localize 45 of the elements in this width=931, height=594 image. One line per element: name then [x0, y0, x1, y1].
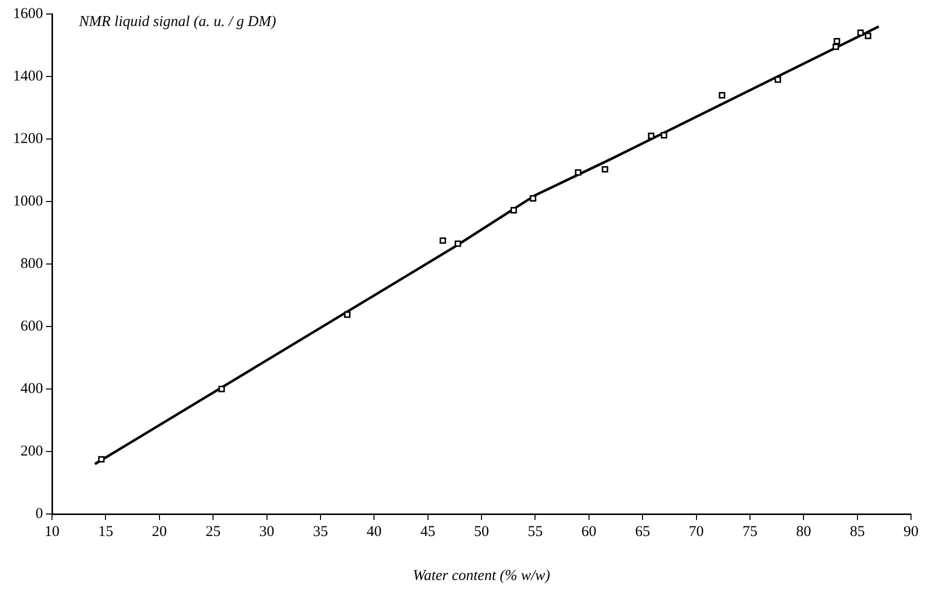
x-axis-title: Water content (% w/w)	[412, 568, 550, 584]
y-tick-label: 400	[20, 380, 43, 397]
point	[648, 132, 654, 140]
x-tick-label: 70	[688, 524, 704, 540]
x-tick-label: 85	[850, 524, 865, 540]
x-tick-label: 80	[796, 524, 812, 540]
point	[574, 169, 582, 176]
x-tick-label: 75	[742, 524, 758, 540]
point	[834, 38, 840, 44]
x-tick-label: 25	[206, 524, 221, 540]
point	[510, 207, 517, 214]
point	[774, 76, 782, 83]
x-tick-label: 45	[420, 524, 436, 540]
x-tick-label: 10	[44, 524, 60, 540]
x-tick-label: 50	[474, 524, 489, 540]
y-tick-label: 200	[20, 443, 43, 460]
x-tick-label: 55	[528, 524, 543, 540]
x-tick-label: 15	[98, 524, 114, 540]
point	[718, 92, 726, 98]
x-tick-label: 40	[366, 524, 382, 540]
point	[530, 195, 536, 202]
y-tick-label: 800	[20, 256, 43, 272]
point	[454, 240, 462, 247]
y-tick-label: 600	[20, 318, 43, 334]
point	[440, 237, 446, 244]
point	[344, 311, 351, 318]
x-tick-label: 35	[312, 524, 328, 540]
point	[857, 30, 864, 36]
point	[98, 456, 105, 463]
point	[832, 44, 840, 50]
y-tick-label: 1200	[13, 130, 43, 147]
y-tick-label: 1400	[13, 68, 43, 84]
y-tick-label: 0	[36, 506, 43, 522]
point	[218, 386, 225, 392]
x-tick-label: 20	[152, 524, 167, 540]
x-tick-label: 65	[635, 524, 650, 540]
point	[864, 32, 872, 40]
x-tick-label: 60	[581, 524, 596, 540]
y-tick-label: 1000	[13, 193, 43, 210]
x-tick-label: 30	[259, 524, 274, 540]
y-tick-label: 1600	[13, 6, 43, 22]
point	[660, 132, 668, 138]
x-tick-label: 90	[904, 524, 918, 540]
point	[602, 166, 608, 173]
y-axis-title: NMR liquid signal (a. u. / g DM)	[78, 14, 276, 30]
